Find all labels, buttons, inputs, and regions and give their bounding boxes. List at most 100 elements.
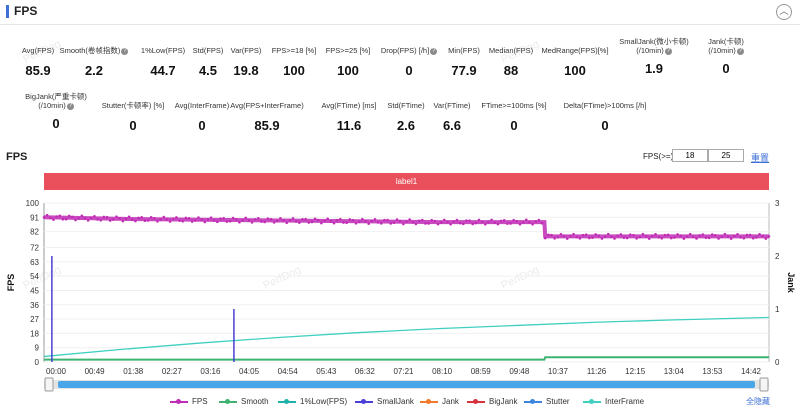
fps-point — [118, 217, 121, 220]
fps-point — [357, 220, 361, 224]
legend-item-1-low-fps-[interactable]: 1%Low(FPS) — [278, 397, 347, 406]
chevron-up-icon[interactable]: ︿ — [776, 4, 792, 20]
fps-point — [244, 216, 248, 220]
legend-item-smooth[interactable]: Smooth — [219, 397, 269, 406]
scrollbar-left-handle[interactable] — [44, 377, 54, 392]
stat-label: FTime>=100ms [%] — [481, 101, 547, 110]
x-tick-label: 06:32 — [355, 367, 376, 376]
help-icon[interactable]: ? — [664, 47, 672, 55]
hide-all-link[interactable]: 全隐藏 — [746, 397, 770, 406]
fps-point — [537, 218, 541, 222]
fps-point — [162, 215, 166, 219]
fps-point — [569, 234, 572, 238]
y-tick-label: 45 — [30, 286, 39, 295]
fps-point — [228, 219, 232, 223]
fps-point — [439, 221, 443, 224]
fps-point — [234, 217, 238, 221]
fps-point — [673, 236, 676, 239]
fps-point — [108, 219, 112, 222]
fps-point — [578, 237, 582, 240]
fps-point — [55, 215, 58, 218]
fps-point — [250, 221, 254, 224]
fps-point — [225, 220, 229, 223]
x-tick-label: 08:10 — [432, 367, 453, 376]
fps-point — [194, 219, 197, 222]
fps-point — [386, 218, 389, 222]
fps-point — [581, 233, 585, 237]
fps-point — [764, 237, 768, 240]
chart-title: FPS — [6, 151, 28, 163]
fps-point — [77, 217, 80, 220]
help-icon[interactable]: ? — [66, 102, 74, 110]
fps-point — [203, 220, 207, 224]
fps-point — [524, 218, 528, 222]
legend-item-smalljank[interactable]: SmallJank — [355, 397, 414, 406]
scrollbar-right-handle[interactable] — [759, 377, 769, 392]
fps-point — [480, 220, 484, 223]
y2-axis-label: Jank — [786, 272, 796, 294]
legend-item-jank[interactable]: Jank — [420, 397, 459, 406]
legend-item-stutter[interactable]: Stutter — [524, 397, 570, 406]
legend-label: InterFrame — [605, 397, 645, 406]
label-band[interactable]: label1 — [44, 173, 769, 190]
fps-point — [171, 217, 175, 220]
legend-label: Smooth — [241, 397, 269, 406]
fps-point — [74, 218, 77, 222]
fps-point — [698, 234, 701, 237]
fps-point — [493, 221, 497, 225]
fps-point — [726, 235, 730, 238]
help-icon[interactable]: ? — [121, 47, 129, 55]
help-icon[interactable]: ? — [430, 47, 438, 55]
fps-point — [42, 216, 46, 219]
fps-point — [345, 221, 348, 225]
fps-point — [130, 218, 134, 221]
fps-point — [509, 222, 512, 225]
fps-point — [373, 218, 377, 221]
fps-point — [238, 220, 241, 224]
stat-value: 0 — [129, 118, 137, 133]
fps-point — [112, 218, 115, 221]
legend-swatch — [278, 398, 296, 404]
fps-point — [565, 237, 569, 240]
legend-item-bigjank[interactable]: BigJank — [467, 397, 517, 406]
fps-point — [405, 220, 408, 224]
stat-stats_row1-10: MedRange(FPS)[%] 100 — [530, 46, 620, 78]
legend-item-interframe[interactable]: InterFrame — [583, 397, 644, 406]
legend-item-fps[interactable]: FPS — [170, 397, 208, 406]
x-tick-label: 11:26 — [587, 367, 607, 376]
fps-point — [402, 222, 405, 226]
fps-threshold-2-input[interactable] — [708, 149, 744, 162]
fps-point — [335, 218, 339, 222]
reset-link[interactable]: 重置 — [751, 153, 770, 163]
fps-point — [153, 217, 156, 220]
fps-point — [200, 218, 203, 221]
stat-value: 4.5 — [198, 63, 218, 78]
fps-point — [729, 237, 733, 240]
fps-point — [64, 217, 68, 221]
help-icon[interactable]: ? — [736, 47, 744, 55]
fps-point — [471, 222, 474, 226]
fps-point — [647, 237, 651, 240]
legend-label: Jank — [442, 397, 459, 406]
fps-point — [197, 216, 200, 219]
fps-threshold-1-input[interactable] — [672, 149, 708, 162]
fps-point — [420, 218, 424, 222]
fps-point — [89, 216, 93, 219]
fps-point — [704, 236, 708, 240]
stat-value: 0 — [722, 61, 730, 76]
fps-point — [443, 218, 446, 222]
fps-point — [528, 220, 531, 224]
fps-point — [685, 235, 689, 238]
scrollbar-range — [58, 381, 755, 388]
stat-stats_row2-0: BigJank(严重卡顿) (/10min)? 0 — [11, 92, 101, 131]
fps-point — [263, 220, 266, 224]
stat-label: Std(FPS) — [192, 46, 224, 55]
fps-point — [99, 218, 103, 222]
fps-point — [644, 234, 648, 238]
fps-point — [723, 232, 727, 236]
fps-point — [547, 233, 550, 237]
fps-point — [603, 235, 607, 238]
fps-point — [490, 218, 493, 222]
y-tick-label: 18 — [30, 329, 39, 338]
